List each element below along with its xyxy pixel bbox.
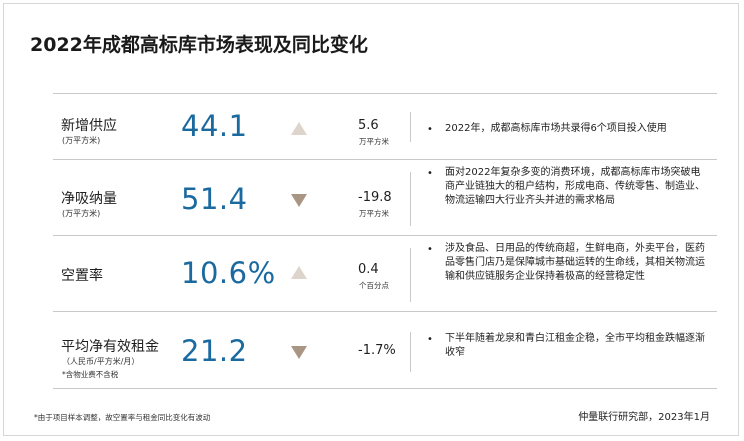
metric-label: 平均净有效租金 [61, 339, 159, 355]
slide-frame [3, 3, 739, 436]
metric-unit: (万平方米) [62, 209, 101, 218]
triangle-down-icon [291, 346, 307, 359]
metric-row-average-rent: 平均净有效租金 （人民币/平方米/月） *含物业费不含税 21.2 -1.7% … [53, 311, 717, 389]
metric-row-new-supply: 新增供应 (万平方米) 44.1 5.6 万平方米 • 2022年，成都高标库市… [53, 93, 717, 160]
metric-value: 44.1 [181, 109, 248, 143]
metric-unit: （人民币/平方米/月） [62, 357, 140, 366]
change-unit: 万平方米 [359, 209, 389, 218]
change-unit: 个百分点 [359, 281, 389, 290]
page-title: 2022年成都高标库市场表现及同比变化 [30, 34, 368, 56]
metric-description: 涉及食品、日用品的传统商超，生鲜电商，外卖平台，医药品零售门店乃是保障城市基础运… [445, 243, 705, 282]
source-credit: 仲量联行研究部，2023年1月 [578, 412, 710, 423]
bullet-icon: • [427, 124, 433, 135]
bullet-icon: • [427, 334, 433, 345]
change-unit: 万平方米 [359, 137, 389, 146]
column-divider [410, 172, 411, 226]
bullet-icon: • [427, 244, 433, 255]
change-value: 5.6 [358, 118, 379, 133]
footnote: *由于项目样本调整，故空置率与租金同比变化有波动 [34, 413, 211, 422]
metric-description: 面对2022年复杂多变的消费环境，成都高标库市场突破电商产业链独大的租户结构，形… [445, 167, 705, 206]
change-value: -19.8 [358, 190, 392, 205]
metric-description: 2022年，成都高标库市场共录得6个项目投入使用 [445, 123, 667, 134]
column-divider [410, 332, 411, 372]
change-value: -1.7% [358, 343, 396, 358]
column-divider [410, 112, 411, 142]
metric-unit: (万平方米) [62, 136, 101, 145]
metric-label: 净吸纳量 [61, 191, 117, 207]
change-value: 0.4 [358, 262, 379, 277]
metric-label: 新增供应 [61, 118, 117, 134]
metric-description: 下半年随着龙泉和青白江租金企稳，全市平均租金跌幅逐渐收窄 [445, 333, 705, 358]
triangle-down-icon [291, 194, 307, 207]
metric-row-vacancy-rate: 空置率 10.6% 0.4 个百分点 • 涉及食品、日用品的传统商超，生鲜电商，… [53, 235, 717, 312]
triangle-up-icon [291, 122, 307, 135]
metric-value: 10.6% [181, 256, 276, 290]
metric-row-net-absorption: 净吸纳量 (万平方米) 51.4 -19.8 万平方米 • 面对2022年复杂多… [53, 159, 717, 236]
bullet-icon: • [427, 168, 433, 179]
metric-note: *含物业费不含税 [62, 370, 119, 379]
metric-value: 51.4 [181, 182, 248, 216]
metric-value: 21.2 [181, 334, 248, 368]
column-divider [410, 248, 411, 302]
metric-label: 空置率 [61, 268, 103, 284]
triangle-up-icon [291, 266, 307, 279]
